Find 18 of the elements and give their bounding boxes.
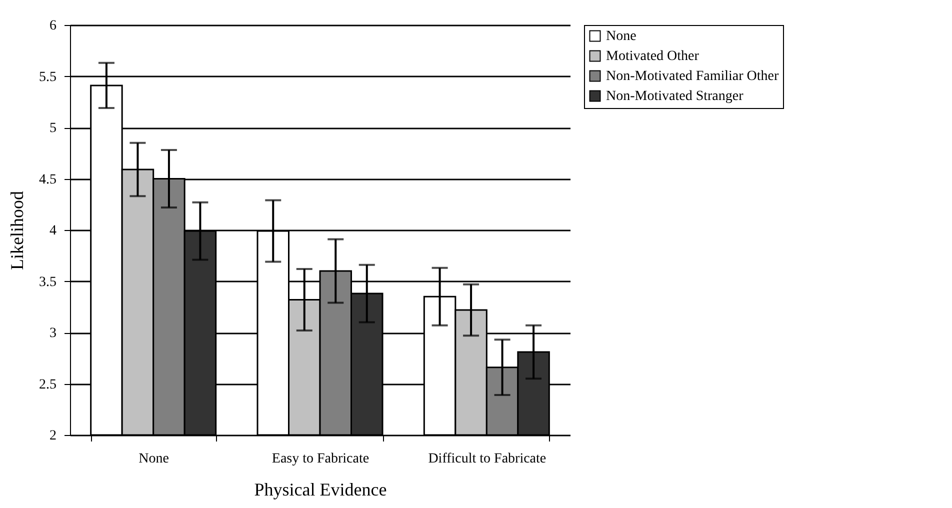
y-tick-label: 2 <box>50 428 56 444</box>
legend-label: Non-Motivated Familiar Other <box>606 69 779 84</box>
x-tick-label: Difficult to Fabricate <box>428 452 546 466</box>
y-tick-label: 5 <box>50 121 56 136</box>
y-tick-label: 3.5 <box>39 274 56 290</box>
y-axis-title: Likelihood <box>7 191 27 270</box>
x-tick-label: Easy to Fabricate <box>272 452 370 466</box>
y-tick-label: 3 <box>50 326 56 341</box>
y-tick-label: 4 <box>50 224 56 238</box>
x-tick-label: None <box>138 452 169 466</box>
y-tick-label: 5.5 <box>39 70 56 85</box>
legend-label: Motivated Other <box>606 49 700 64</box>
y-tick-label: 2.5 <box>39 377 56 392</box>
x-axis-title: Physical Evidence <box>254 480 387 500</box>
y-tick-label: 6 <box>50 18 56 34</box>
legend-label: Non-Motivated Stranger <box>606 89 744 104</box>
legend-label: None <box>606 29 636 44</box>
y-tick-label: 4.5 <box>39 172 56 188</box>
